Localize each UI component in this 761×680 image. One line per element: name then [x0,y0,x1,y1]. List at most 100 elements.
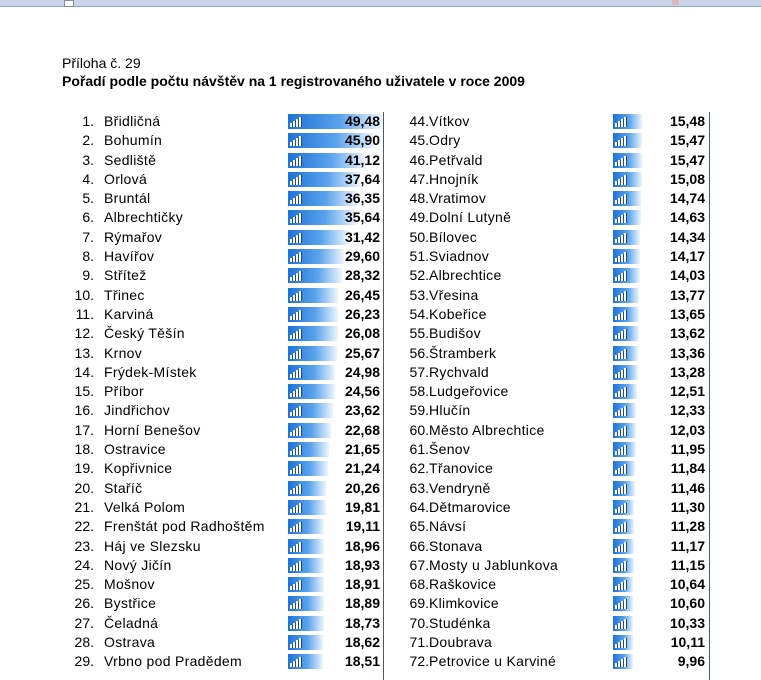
data-bar [288,635,323,651]
rank-number: 24. [74,556,94,573]
visit-value: 37,64 [344,170,380,187]
municipality-name: Dolní Lutyně [429,209,512,226]
municipality-name: Český Těšín [104,325,185,342]
table-row: 1. Břidličná 49,48 [62,112,384,131]
municipality-name: Bystřice [104,595,157,612]
table-row: 62. Třanovice 11,84 [397,459,709,478]
data-bar [288,442,329,458]
rank-number: 12. [74,325,94,342]
table-row: 45. Odry 15,47 [397,131,709,150]
municipality-name: Stonava [429,537,483,554]
table-row: 7. Rýmařov 31,42 [62,228,384,247]
signal-bars-icon [615,174,629,185]
visit-value: 11,84 [670,460,705,477]
data-bar [288,171,360,187]
visit-value: 15,48 [669,113,705,129]
signal-bars-icon [615,656,629,668]
rank-number: 21. [74,498,94,515]
data-bar [613,596,633,612]
rank-number: 27. [74,614,94,631]
signal-bars-icon [615,405,629,417]
table-row: 65. Návsí 11,28 [397,517,709,536]
table-row: 17. Horní Benešov 22,68 [62,421,384,440]
data-bar [613,654,633,670]
visit-value: 11,30 [670,498,705,515]
visit-value: 10,33 [669,614,705,631]
data-bar [288,519,324,535]
signal-bars-icon [615,193,629,205]
visit-value: 24,56 [344,383,380,400]
rank-number: 72. [409,653,429,670]
visit-value: 49,48 [344,113,380,129]
data-bar [288,654,323,670]
rank-number: 2. [82,132,94,149]
signal-bars-icon [290,367,304,378]
rank-number: 22. [74,518,94,535]
municipality-name: Město Albrechtice [429,421,545,438]
municipality-name: Albrechtičky [104,209,184,226]
municipality-name: Horní Benešov [104,421,201,438]
data-bar [613,326,639,342]
municipality-name: Nový Jičín [104,556,172,573]
table-row: 61. Šenov 11,95 [397,440,709,459]
data-bar [288,557,324,573]
table-row: 55. Budišov 13,62 [397,324,709,343]
rank-number: 70. [409,614,429,631]
municipality-name: Třanovice [429,460,494,477]
data-bar [613,345,638,361]
visit-value: 18,91 [344,576,380,593]
data-bar [288,422,331,438]
signal-bars-icon [290,425,304,436]
rank-number: 58. [409,383,429,400]
signal-bars-icon [615,541,629,552]
signal-bars-icon [615,116,629,127]
rank-number: 20. [74,479,94,496]
data-bar [288,615,324,631]
ruler-marker[interactable] [64,0,74,7]
table-row: 25. Mošnov 18,91 [62,575,384,594]
data-bar [613,577,633,593]
table-row: 12. Český Těšín 26,08 [62,324,384,343]
municipality-name: Čeladná [104,614,159,631]
rank-number: 56. [409,344,429,361]
visit-value: 15,08 [669,170,705,187]
visit-value: 9,96 [677,653,705,670]
table-row: 66. Stonava 11,17 [397,537,709,556]
rank-number: 55. [409,325,429,342]
data-bar [288,596,324,612]
data-bar [613,268,640,284]
municipality-name: Albrechtice [429,267,502,284]
rank-number: 47. [409,170,429,187]
rank-number: 7. [82,228,94,245]
municipality-name: Sviadnov [429,248,489,265]
table-row: 44. Vítkov 15,48 [397,112,709,131]
table-row: 26. Bystřice 18,89 [62,594,384,613]
signal-bars-icon [290,502,304,513]
municipality-name: Návsí [429,518,467,535]
table-row: 71. Doubrava 10,11 [397,633,709,652]
data-bar [613,442,636,458]
visit-value: 11,28 [670,518,705,535]
data-bar [613,210,641,226]
signal-bars-icon [615,560,629,571]
data-bar [288,152,366,168]
signal-bars-icon [290,348,304,359]
signal-bars-icon [290,463,304,475]
signal-bars-icon [290,521,304,533]
municipality-name: Petřvald [429,151,483,168]
rank-number: 64. [409,498,429,515]
rank-number: 62. [409,460,429,477]
data-bar [288,364,335,380]
data-bar [288,577,324,593]
rank-number: 67. [409,556,429,573]
municipality-name: Třinec [104,286,145,303]
rank-number: 49. [409,209,429,226]
data-bar [613,306,639,322]
rank-number: 54. [409,305,429,322]
municipality-name: Velká Polom [104,498,186,515]
rank-number: 8. [82,248,94,265]
rank-number: 45. [409,132,429,149]
table-row: 58. Ludgeřovice 12,51 [397,382,709,401]
table-row: 56. Štramberk 13,36 [397,344,709,363]
column-divider-right [709,112,710,680]
